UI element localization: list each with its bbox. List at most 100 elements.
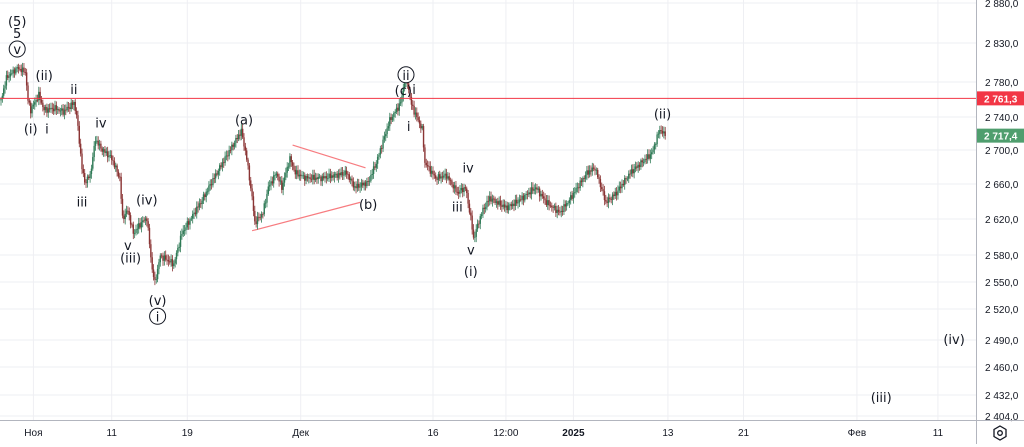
candle-body bbox=[446, 174, 447, 179]
candle-body bbox=[513, 204, 514, 206]
candle-body bbox=[493, 199, 494, 200]
candle-body bbox=[659, 130, 660, 134]
candle-body bbox=[206, 192, 207, 197]
candle-body bbox=[73, 102, 74, 105]
settings-button[interactable] bbox=[990, 424, 1010, 442]
candle-body bbox=[381, 148, 382, 149]
candle-body bbox=[166, 260, 167, 261]
candle-body bbox=[188, 221, 189, 225]
candle-body bbox=[565, 204, 566, 206]
candle-body bbox=[179, 247, 180, 248]
candle-body bbox=[396, 108, 397, 112]
candle-body bbox=[496, 201, 497, 203]
candle-body bbox=[589, 170, 590, 174]
candle-body bbox=[426, 163, 427, 165]
candle-body bbox=[509, 204, 510, 205]
time-tick-label: 11 bbox=[107, 428, 118, 439]
candle-body bbox=[574, 192, 575, 193]
wave-labels: (5)5v(ii)(i)iiiiviii(iv)v(iii)(v)i(a)(b)… bbox=[8, 15, 965, 406]
candle-body bbox=[640, 160, 641, 167]
candle-body bbox=[262, 214, 263, 215]
candle-body bbox=[590, 170, 591, 171]
candle-body bbox=[438, 174, 439, 180]
candle-body bbox=[512, 204, 513, 206]
time-tick-label: 19 bbox=[182, 428, 194, 439]
candle-body bbox=[45, 107, 46, 110]
candle-body bbox=[287, 167, 288, 173]
candle-body bbox=[619, 187, 620, 191]
candle-body bbox=[577, 187, 578, 188]
price-axis[interactable]: 2 880,02 830,02 780,02 740,02 700,02 660… bbox=[977, 0, 1024, 444]
candle-body bbox=[581, 181, 582, 183]
candle-body bbox=[42, 103, 43, 107]
candle-body bbox=[557, 210, 558, 213]
candle-body bbox=[79, 126, 80, 144]
price-tick-label: 2 404,0 bbox=[985, 412, 1019, 423]
candle-body bbox=[386, 128, 387, 134]
candle-body bbox=[567, 203, 568, 204]
candle-body bbox=[597, 170, 598, 177]
candle-body bbox=[617, 191, 618, 196]
candle-body bbox=[552, 207, 553, 208]
candle-body bbox=[573, 193, 574, 199]
candle-body bbox=[575, 188, 576, 192]
candle-body bbox=[417, 117, 418, 120]
candle-body bbox=[18, 67, 19, 69]
candle-body bbox=[65, 110, 66, 111]
wave-label: (v) bbox=[149, 294, 167, 309]
candle-body bbox=[295, 170, 296, 175]
price-tick-label: 2 460,0 bbox=[985, 363, 1019, 374]
candle-body bbox=[174, 259, 175, 263]
candle-body bbox=[98, 141, 99, 146]
candle-body bbox=[635, 166, 636, 169]
candle-body bbox=[293, 166, 294, 170]
candle-body bbox=[38, 92, 39, 100]
candle-body bbox=[119, 177, 120, 178]
candle-body bbox=[427, 165, 428, 166]
candle-body bbox=[44, 107, 45, 110]
candle-body bbox=[654, 145, 655, 150]
candle-body bbox=[455, 185, 456, 192]
candle-body bbox=[134, 233, 135, 234]
candle-body bbox=[14, 70, 15, 74]
candle-body bbox=[222, 162, 223, 167]
candle-body bbox=[363, 183, 364, 186]
candle-body bbox=[652, 150, 653, 153]
candle-body bbox=[114, 161, 115, 167]
candle-body bbox=[116, 166, 117, 172]
candle-body bbox=[505, 206, 506, 208]
candle-body bbox=[334, 174, 335, 177]
candle-body bbox=[292, 162, 293, 166]
candle-body bbox=[609, 198, 610, 199]
candle-body bbox=[266, 194, 267, 203]
candle-body bbox=[368, 181, 369, 182]
candle-body bbox=[193, 213, 194, 214]
candle-body bbox=[646, 159, 647, 160]
candle-body bbox=[100, 144, 101, 149]
candle-body bbox=[161, 256, 162, 257]
candle-body bbox=[342, 172, 343, 175]
candle-body bbox=[282, 183, 283, 190]
candle-body bbox=[636, 166, 637, 167]
candle-body bbox=[223, 162, 224, 163]
candle-body bbox=[520, 199, 521, 200]
candle-body bbox=[289, 156, 290, 166]
candle-body bbox=[516, 200, 517, 204]
candle-body bbox=[486, 201, 487, 207]
candle-body bbox=[492, 199, 493, 202]
candle-body bbox=[125, 214, 126, 219]
candle-body bbox=[538, 189, 539, 190]
candle-body bbox=[264, 203, 265, 214]
candle-body bbox=[195, 213, 196, 215]
candle-body bbox=[95, 141, 96, 146]
candle-body bbox=[435, 175, 436, 178]
candle-body bbox=[139, 223, 140, 227]
candle-body bbox=[606, 201, 607, 202]
candle-body bbox=[420, 124, 421, 129]
candle-body bbox=[497, 201, 498, 204]
horizontal-line[interactable]: 2 761,3 bbox=[0, 91, 1024, 105]
candle-body bbox=[192, 214, 193, 219]
candle-body bbox=[384, 136, 385, 139]
